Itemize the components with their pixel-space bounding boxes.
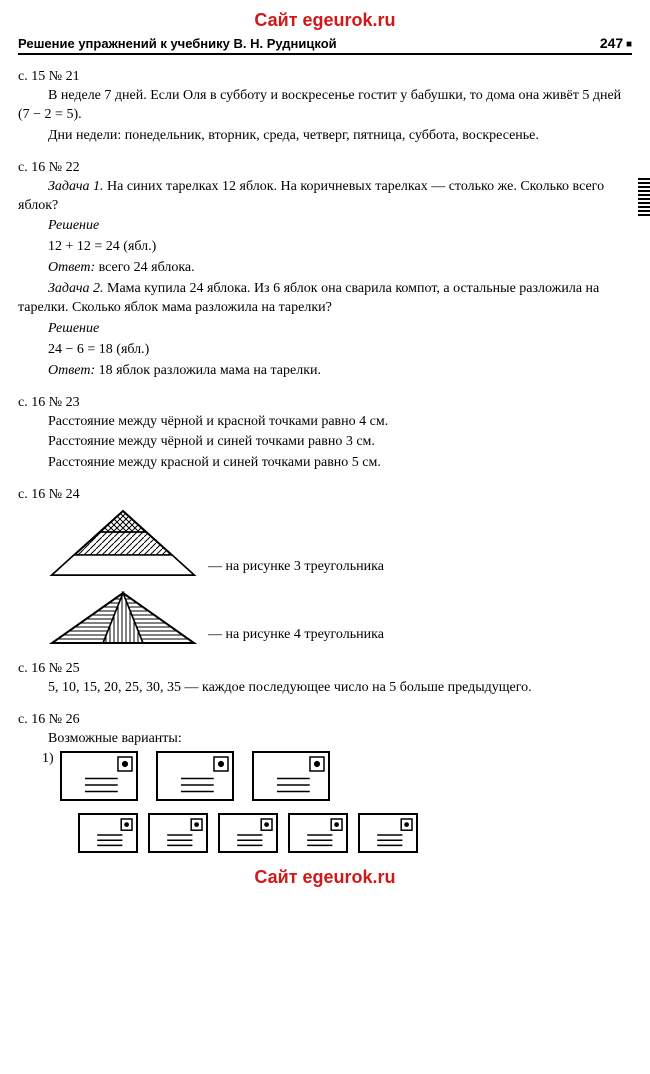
page-edge-marker [638,178,650,218]
watermark-bottom: Сайт egeurok.ru [18,867,632,888]
envelope-icon [60,751,138,801]
exercise-head: с. 16 № 24 [18,487,632,503]
envelope [78,813,138,853]
exercise-head: с. 16 № 22 [18,160,632,176]
exercise-25: с. 16 № 25 5, 10, 15, 20, 25, 30, 35 — к… [18,661,632,698]
answer-line: Ответ: всего 24 яблока. [18,259,632,278]
watermark-top: Сайт egeurok.ru [18,10,632,31]
figure-caption: — на рисунке 3 треугольника [208,559,384,579]
envelope [148,813,208,853]
envelope-icon [358,813,418,853]
answer-text: 18 яблок разложила мама на тарелки. [95,363,321,378]
paragraph: Дни недели: понедельник, вторник, среда,… [18,127,632,146]
answer-label: Ответ: [48,363,95,378]
envelope [288,813,348,853]
answer-line: Ответ: 18 яблок разложила мама на тарелк… [18,362,632,381]
answer-label: Ответ: [48,260,95,275]
envelope [156,751,234,801]
envelope-icon [148,813,208,853]
exercise-head: с. 16 № 25 [18,661,632,677]
answer-text: всего 24 яблока. [95,260,195,275]
calc-line: 24 − 6 = 18 (ябл.) [18,341,632,360]
exercise-head: с. 16 № 26 [18,712,632,728]
paragraph: Расстояние между чёрной и красной точкам… [18,413,632,432]
calc-line: 12 + 12 = 24 (ябл.) [18,238,632,257]
variant-number: 1) [42,751,54,767]
envelope [358,813,418,853]
envelope [60,751,138,801]
exercise-22: с. 16 № 22 Задача 1. На синих тарелках 1… [18,160,632,381]
triangle-figure-1 [48,507,198,579]
exercise-23: с. 16 № 23 Расстояние между чёрной и кра… [18,395,632,474]
solution-label: Решение [18,320,632,339]
header-page-number: 247 [600,35,632,51]
task-title: Задача 1. [48,179,104,194]
paragraph: Расстояние между красной и синей точками… [18,454,632,473]
envelope-row-big [60,751,632,801]
task-body: Мама купила 24 яблока. Из 6 яблок она св… [18,281,599,315]
paragraph: Задача 2. Мама купила 24 яблока. Из 6 яб… [18,280,632,318]
header-title: Решение упражнений к учебнику В. Н. Рудн… [18,36,337,51]
exercise-head: с. 16 № 23 [18,395,632,411]
page-header: Решение упражнений к учебнику В. Н. Рудн… [18,35,632,55]
envelope-row-small [78,813,632,853]
envelope [218,813,278,853]
triangle-figure-2 [48,589,198,647]
figure-caption: — на рисунке 4 треугольника [208,627,384,647]
exercise-head: с. 15 № 21 [18,69,632,85]
page: Сайт egeurok.ru Решение упражнений к уче… [0,0,650,910]
paragraph: В неделе 7 дней. Если Оля в субботу и во… [18,87,632,125]
solution-label: Решение [18,217,632,236]
paragraph: Расстояние между чёрной и синей точками … [18,433,632,452]
figure-row-1: — на рисунке 3 треугольника [48,507,632,579]
exercise-21: с. 15 № 21 В неделе 7 дней. Если Оля в с… [18,69,632,146]
paragraph: 5, 10, 15, 20, 25, 30, 35 — каждое после… [18,679,632,698]
task-body: На синих тарелках 12 яблок. На коричневы… [18,179,604,213]
envelope-icon [288,813,348,853]
task-title: Задача 2. [48,281,104,296]
figure-row-2: — на рисунке 4 треугольника [48,589,632,647]
envelope [252,751,330,801]
exercise-26: с. 16 № 26 Возможные варианты: 1) [18,712,632,853]
paragraph: Задача 1. На синих тарелках 12 яблок. На… [18,178,632,216]
envelope-icon [156,751,234,801]
exercise-24: с. 16 № 24 — н [18,487,632,647]
envelope-icon [252,751,330,801]
envelope-icon [78,813,138,853]
envelope-icon [218,813,278,853]
paragraph: Возможные варианты: [18,730,632,749]
